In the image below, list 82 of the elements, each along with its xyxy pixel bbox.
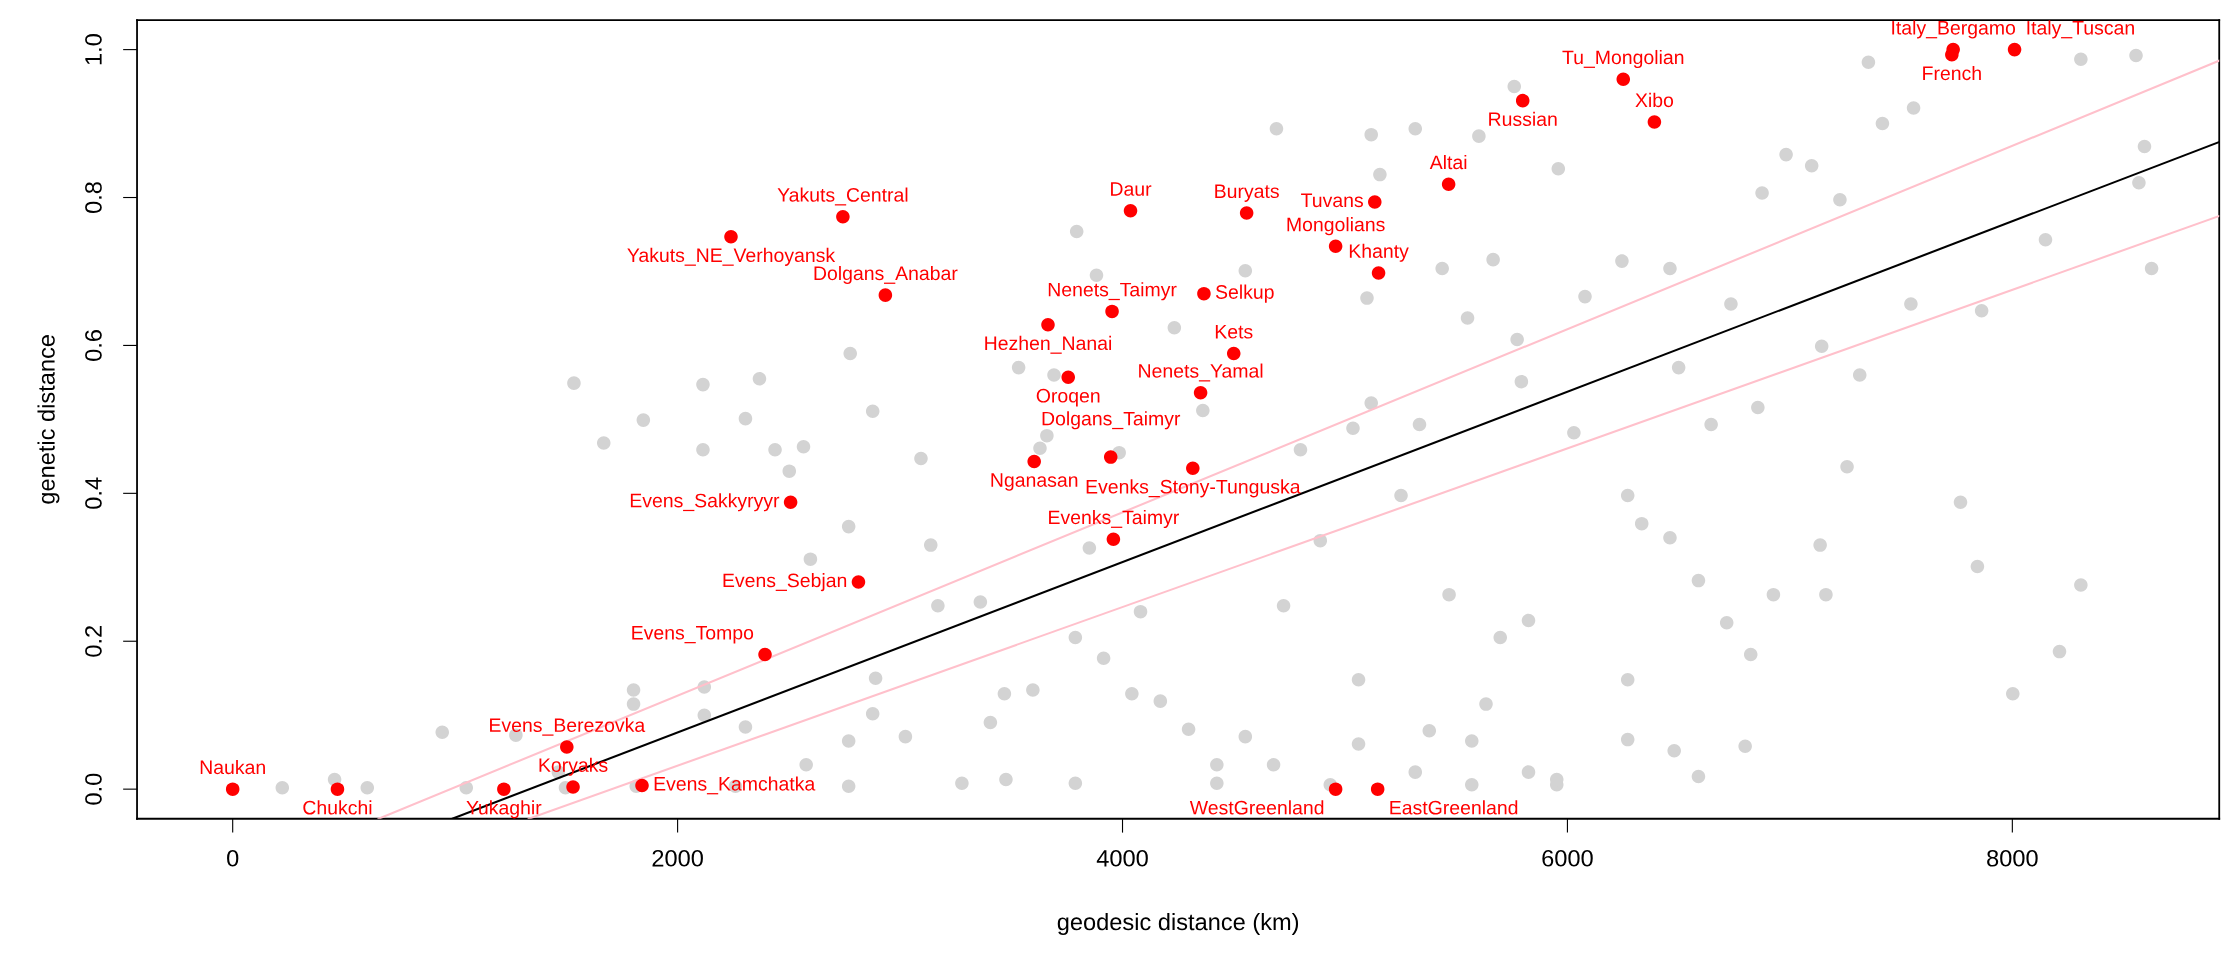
data-label: Nenets_Taimyr: [1048, 282, 1177, 301]
data-label: Oroqen: [1036, 388, 1100, 407]
point: [1371, 266, 1386, 280]
point: [1061, 370, 1075, 384]
data-label: Evens_Sakkyryyr: [630, 493, 780, 512]
point: [2007, 42, 2022, 57]
point: [851, 575, 866, 589]
point: [566, 780, 580, 794]
data-label: Nenets_Yamal: [1139, 363, 1263, 382]
data-label: Naukan: [200, 759, 265, 775]
data-label: Dolgans_Taimyr: [1042, 411, 1181, 430]
data-label: Evens_Kamchatka: [654, 776, 816, 795]
x-tick-label: 2000: [652, 849, 703, 867]
data-label: Hezhen_Nanai: [985, 335, 1112, 354]
data-label: Evens_Sebjan: [723, 573, 847, 592]
y-axis-title: genetic distance: [37, 335, 60, 504]
data-label: Evenks_Taimyr: [1049, 509, 1179, 529]
data-label: Dolgans_Anabar: [814, 265, 958, 285]
x-tick-label: 6000: [1542, 849, 1593, 867]
point: [1105, 304, 1119, 319]
data-label: WestGreenland: [1189, 800, 1324, 815]
x-tick-label: 0: [227, 849, 239, 867]
point: [1441, 177, 1456, 191]
point: [1239, 206, 1254, 220]
data-label: Khanty: [1349, 243, 1409, 262]
point: [783, 495, 798, 509]
x-tick-label: 8000: [1987, 849, 2038, 867]
data-label: Evens_Tompo: [632, 626, 754, 644]
point: [1123, 204, 1138, 218]
y-tick-label: 0.8: [85, 182, 102, 213]
point: [1193, 385, 1208, 400]
point: [1226, 346, 1241, 361]
point: [1197, 286, 1211, 301]
data-label: Italy_Tuscan: [2027, 20, 2134, 39]
data-label: Chukchi: [303, 800, 372, 815]
point: [724, 229, 738, 244]
point: [1945, 48, 1959, 62]
y-tick-label: 0.4: [85, 477, 102, 509]
point: [1106, 532, 1121, 546]
data-label: Tu_Mongolian: [1562, 49, 1684, 69]
data-label: Mongolians: [1287, 217, 1385, 236]
point: [1328, 239, 1343, 254]
data-label: Evens_Berezovka: [490, 717, 646, 736]
point: [1515, 93, 1530, 108]
point: [878, 288, 893, 302]
point: [1041, 317, 1055, 332]
point: [758, 647, 772, 662]
point: [836, 209, 850, 224]
data-label: Yakuts_Central: [777, 187, 908, 206]
x-tick-label: 4000: [1096, 849, 1148, 867]
point: [1186, 461, 1200, 475]
point: [635, 778, 649, 793]
data-label: Kets: [1215, 325, 1253, 339]
data-label: Selkup: [1215, 284, 1274, 303]
data-label: Xibo: [1635, 92, 1674, 108]
point: [1616, 72, 1631, 86]
y-tick-label: 0.6: [85, 330, 102, 361]
data-label: EastGreenland: [1390, 800, 1518, 815]
point: [1370, 782, 1385, 796]
data-label: Nganasan: [991, 473, 1078, 491]
point: [1328, 782, 1343, 796]
data-label: French: [1923, 65, 1981, 81]
y-tick-label: 0.0: [85, 773, 102, 805]
data-label: Tuvans: [1301, 193, 1363, 208]
data-label: Buryats: [1215, 184, 1279, 202]
point: [1368, 195, 1382, 209]
data-label: Daur: [1111, 182, 1152, 196]
y-tick-label: 1.0: [85, 34, 102, 65]
point: [225, 782, 240, 796]
data-label: Russian: [1489, 111, 1557, 127]
data-label: Yakuts_NE_Verhoyansk: [627, 247, 836, 266]
point: [330, 782, 345, 796]
x-axis-title: geodesic distance (km): [1057, 912, 1299, 935]
point: [497, 782, 511, 796]
point: [560, 740, 574, 754]
point: [1647, 115, 1662, 129]
point: [1027, 454, 1041, 469]
data-label: Evenks_Stony-Tunguska: [1086, 479, 1301, 498]
data-label: Italy_Bergamo: [1892, 20, 2016, 39]
point: [1103, 450, 1118, 464]
y-tick-label: 0.2: [85, 626, 102, 657]
data-label: Altai: [1429, 154, 1467, 170]
